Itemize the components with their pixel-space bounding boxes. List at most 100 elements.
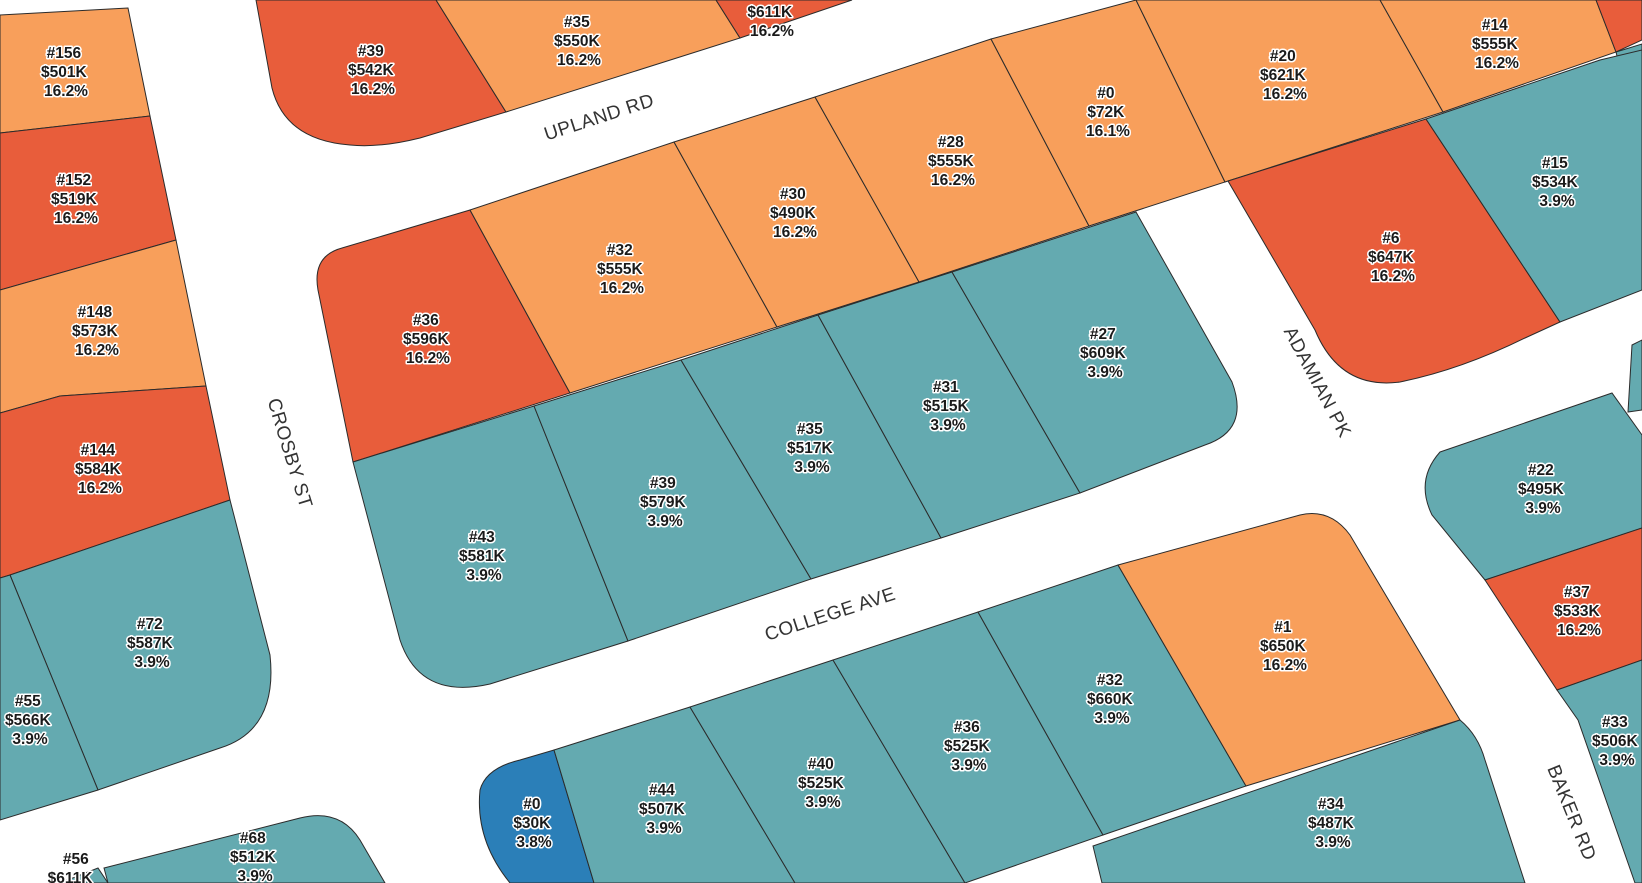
parcel-shape — [553, 706, 796, 883]
parcel-p39b[interactable]: #39 $579K 3.9% — [533, 359, 812, 642]
parcel-p40[interactable]: #40 $525K 3.9% — [689, 659, 966, 883]
parcel-value: $611K — [747, 4, 793, 21]
parcel-p152[interactable]: #152 $519K 16.2% — [0, 115, 177, 291]
svg-text:#55 $566K 3.9%: #55 $566K 3.9% — [5, 693, 55, 748]
parcel-id: #30 — [780, 186, 806, 203]
parcel-p20[interactable]: #20 $621K 16.2% — [1135, 0, 1444, 183]
parcel-rate: 16.2% — [1371, 268, 1415, 285]
parcel-value: $533K — [1554, 603, 1600, 620]
parcel-shape — [1484, 527, 1642, 691]
parcel-p0a[interactable]: #0 $72K 16.1% — [990, 0, 1226, 227]
parcel-rate: 3.9% — [930, 417, 966, 434]
svg-text:#40 $525K 3.9%: #40 $525K 3.9% — [798, 756, 848, 811]
parcel-rate: 3.9% — [1087, 364, 1123, 381]
parcel-shape — [103, 815, 386, 883]
svg-text:#30 $490K 16.2%: #30 $490K 16.2% — [770, 186, 820, 241]
parcel-p28[interactable]: #28 $555K 16.2% — [814, 38, 1090, 283]
parcel-p144[interactable]: #144 $584K 16.2% — [0, 385, 231, 579]
parcel-value: $525K — [944, 738, 990, 755]
parcel-value: $490K — [770, 205, 816, 222]
parcel-id: #34 — [1318, 796, 1344, 813]
parcel-p1[interactable]: #1 $650K 16.2% — [1117, 513, 1461, 787]
parcel-id: #144 — [81, 442, 116, 459]
parcel-rate: 3.9% — [134, 654, 170, 671]
parcel-p55[interactable]: #55 $566K 3.9% — [0, 574, 99, 821]
svg-text:#31 $515K 3.9%: #31 $515K 3.9% — [923, 379, 973, 434]
parcel-p35b[interactable]: #35 $517K 3.9% — [680, 314, 942, 580]
svg-text:#27 $609K 3.9%: #27 $609K 3.9% — [1080, 326, 1130, 381]
parcel-edge-east-2 — [1627, 339, 1642, 413]
parcel-id: #15 — [1542, 155, 1568, 172]
parcel-id: #39 — [650, 475, 676, 492]
parcel-p30[interactable]: #30 $490K 16.2% — [673, 96, 920, 328]
parcel-shape — [1227, 118, 1561, 384]
parcel-shape — [1117, 513, 1461, 787]
parcel-rate: 16.1% — [1086, 123, 1130, 140]
parcel-value: $555K — [1472, 36, 1518, 53]
parcel-value: $550K — [554, 33, 600, 50]
parcel-id: #31 — [933, 379, 959, 396]
parcel-p148[interactable]: #148 $573K 16.2% — [0, 239, 207, 414]
parcel-value: $566K — [5, 712, 51, 729]
parcel-shape — [0, 574, 99, 821]
parcel-p36b[interactable]: #36 $525K 3.9% — [832, 611, 1104, 883]
parcel-p37[interactable]: #37 $533K 16.2% — [1484, 527, 1642, 691]
parcel-value: $579K — [640, 494, 686, 511]
parcel-shape — [1092, 719, 1526, 883]
svg-text:#22 $495K 3.9%: #22 $495K 3.9% — [1518, 462, 1568, 517]
parcel-p32a[interactable]: #32 $555K 16.2% — [469, 141, 778, 394]
svg-text:#56 $611K: #56 $611K — [48, 851, 94, 883]
parcel-p14[interactable]: #14 $555K 16.2% — [1379, 0, 1617, 113]
svg-text:#20 $621K 16.2%: #20 $621K 16.2% — [1260, 48, 1310, 103]
svg-text:#37 $533K 16.2%: #37 $533K 16.2% — [1554, 584, 1604, 639]
parcel-p31[interactable]: #31 $515K 3.9% — [817, 271, 1081, 539]
parcel-p34[interactable]: #34 $487K 3.9% — [1092, 719, 1526, 883]
parcel-value: $647K — [1368, 249, 1414, 266]
parcel-p32b[interactable]: #32 $660K 3.9% — [977, 564, 1247, 836]
parcel-id: #35 — [797, 421, 823, 438]
parcel-p33[interactable]: #33 $506K 3.9% — [1556, 659, 1642, 883]
parcel-id: #22 — [1528, 462, 1554, 479]
parcel-shape — [352, 405, 629, 688]
parcel-p43[interactable]: #43 $581K 3.9% — [352, 405, 629, 688]
parcel-p156[interactable]: #156 $501K 16.2% — [0, 7, 151, 134]
parcel-value: $573K — [72, 323, 118, 340]
parcel-rate: 16.2% — [1475, 55, 1519, 72]
svg-text:#32 $555K 16.2%: #32 $555K 16.2% — [597, 242, 647, 297]
svg-text:#14 $555K 16.2%: #14 $555K 16.2% — [1472, 17, 1522, 72]
parcel-value: $30K — [513, 815, 551, 832]
parcel-id: #32 — [607, 242, 633, 259]
parcel-rate: 16.2% — [351, 81, 395, 98]
parcel-p36a[interactable]: #36 $596K 16.2% — [316, 209, 571, 463]
parcel-p22[interactable]: #22 $495K 3.9% — [1424, 392, 1642, 581]
parcel-p68[interactable]: #68 $512K 3.9% — [103, 815, 386, 883]
parcel-value: $525K — [798, 775, 844, 792]
parcel-p44[interactable]: #44 $507K 3.9% — [553, 706, 796, 883]
parcel-id: #152 — [57, 172, 91, 189]
svg-text:#72 $587K 3.9%: #72 $587K 3.9% — [127, 616, 177, 671]
parcel-p27[interactable]: #27 $609K 3.9% — [951, 211, 1238, 494]
parcel-p15[interactable]: #15 $534K 3.9% — [1425, 49, 1642, 323]
parcel-p72[interactable]: #72 $587K 3.9% — [9, 499, 272, 791]
parcel-rate: 3.9% — [1539, 193, 1575, 210]
parcel-shape — [255, 0, 507, 147]
svg-text:#35 $517K 3.9%: #35 $517K 3.9% — [787, 421, 837, 476]
parcel-p56[interactable]: #56 $611K — [46, 850, 109, 883]
svg-text:#0 $72K 16.1%: #0 $72K 16.1% — [1086, 85, 1130, 140]
parcel-value: $506K — [1592, 733, 1638, 750]
svg-text:#43 $581K 3.9%: #43 $581K 3.9% — [459, 529, 509, 584]
parcel-id: #28 — [938, 134, 964, 151]
parcel-rate: 16.2% — [557, 52, 601, 69]
parcel-p0b[interactable]: #0 $30K 3.8% — [478, 749, 595, 883]
parcel-value: $534K — [1532, 174, 1578, 191]
parcel-value: $517K — [787, 440, 833, 457]
parcel-rate: 16.2% — [931, 172, 975, 189]
parcel-p611n[interactable]: $611K 16.2% — [715, 0, 853, 42]
parcel-id: #40 — [808, 756, 834, 773]
parcel-rate: 16.2% — [1263, 657, 1307, 674]
parcel-p39n[interactable]: #39 $542K 16.2% — [255, 0, 507, 147]
parcel-p6[interactable]: #6 $647K 16.2% — [1227, 118, 1561, 384]
parcel-p35n[interactable]: #35 $550K 16.2% — [435, 0, 741, 113]
svg-text:#28 $555K 16.2%: #28 $555K 16.2% — [928, 134, 978, 189]
